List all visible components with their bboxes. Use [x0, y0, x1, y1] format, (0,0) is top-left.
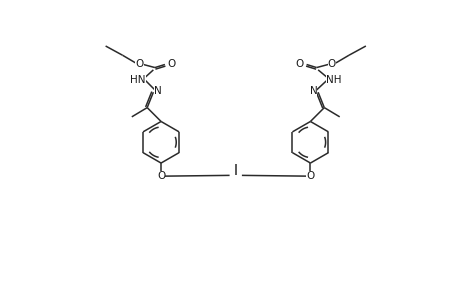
- Text: O: O: [327, 59, 336, 70]
- Text: O: O: [295, 59, 303, 70]
- Text: O: O: [306, 171, 314, 181]
- Text: N: N: [309, 86, 317, 96]
- Text: NH: NH: [325, 75, 341, 85]
- Text: N: N: [154, 86, 162, 96]
- Text: HN: HN: [130, 75, 146, 85]
- Text: O: O: [135, 59, 143, 70]
- Text: O: O: [157, 171, 165, 181]
- Text: O: O: [168, 59, 176, 70]
